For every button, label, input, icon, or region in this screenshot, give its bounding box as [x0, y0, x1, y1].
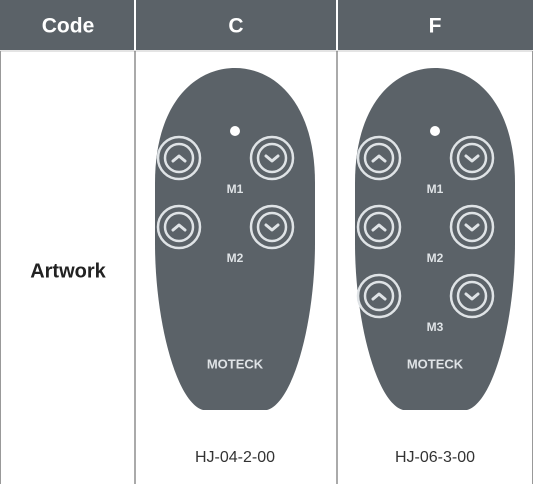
down-button — [249, 204, 295, 250]
button-inner — [363, 211, 395, 243]
chevron — [371, 154, 387, 163]
header-cell: F — [429, 15, 442, 38]
chevron — [464, 292, 480, 301]
header-cell: C — [228, 15, 243, 38]
up-button — [156, 135, 202, 181]
chevron — [464, 154, 480, 163]
button-inner — [363, 142, 395, 174]
up-button — [356, 273, 402, 319]
remote-body — [155, 68, 315, 410]
chevron — [264, 154, 280, 163]
memory-label: M2 — [227, 251, 244, 265]
model-code: HJ-06-3-00 — [395, 449, 475, 466]
button-inner — [256, 211, 288, 243]
memory-label: M3 — [427, 320, 444, 334]
button-inner — [163, 142, 195, 174]
button-inner — [456, 142, 488, 174]
up-button — [156, 204, 202, 250]
brand-label: MOTECK — [207, 356, 264, 371]
down-button — [249, 135, 295, 181]
button-inner — [363, 280, 395, 312]
chevron — [464, 223, 480, 232]
chevron — [371, 292, 387, 301]
memory-label: M1 — [427, 182, 444, 196]
down-button — [449, 273, 495, 319]
down-button — [449, 204, 495, 250]
button-inner — [456, 211, 488, 243]
remote-body — [355, 68, 515, 410]
chevron — [264, 223, 280, 232]
down-button — [449, 135, 495, 181]
indicator-dot — [430, 126, 440, 136]
memory-label: M2 — [427, 251, 444, 265]
header-row — [0, 0, 533, 50]
memory-label: M1 — [227, 182, 244, 196]
button-inner — [163, 211, 195, 243]
brand-label: MOTECK — [407, 356, 464, 371]
indicator-dot — [230, 126, 240, 136]
up-button — [356, 204, 402, 250]
button-inner — [256, 142, 288, 174]
chevron — [371, 223, 387, 232]
row-label: Artwork — [30, 260, 106, 282]
button-inner — [456, 280, 488, 312]
model-code: HJ-04-2-00 — [195, 449, 275, 466]
header-cell: Code — [42, 15, 95, 38]
chevron — [171, 223, 187, 232]
chevron — [171, 154, 187, 163]
up-button — [356, 135, 402, 181]
